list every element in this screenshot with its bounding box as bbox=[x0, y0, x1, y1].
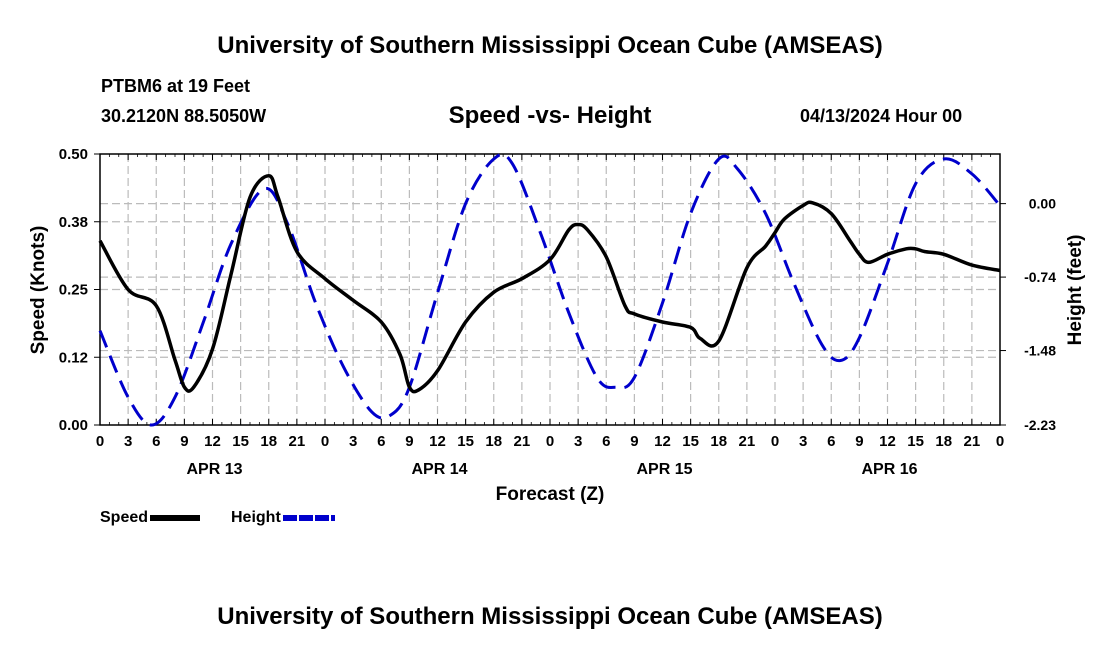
x-tick-label: 0 bbox=[996, 433, 1004, 450]
day-label: APR 13 bbox=[186, 461, 242, 478]
speed-series-line bbox=[98, 173, 1001, 394]
legend-height-label: Height bbox=[231, 509, 281, 526]
station-coordinates: 30.2120N 88.5050W bbox=[101, 106, 267, 126]
height-series-line bbox=[98, 152, 1002, 427]
x-tick-label: 6 bbox=[827, 433, 835, 450]
x-tick-label: 18 bbox=[485, 433, 502, 450]
chart-subtitle: Speed -vs- Height bbox=[448, 102, 652, 129]
x-tick-label: 0 bbox=[771, 433, 779, 450]
x-tick-label: 12 bbox=[204, 433, 221, 450]
x-tick-label: 3 bbox=[799, 433, 807, 450]
legend-speed-swatch bbox=[150, 515, 201, 521]
x-tick-label: 6 bbox=[152, 433, 160, 450]
x-tick-label: 15 bbox=[232, 433, 249, 450]
x-axis-title: Forecast (Z) bbox=[496, 484, 605, 505]
y2-tick-label: -1.48 bbox=[1024, 343, 1056, 359]
legend-height: Height bbox=[231, 509, 335, 527]
x-tick-label: 9 bbox=[855, 433, 863, 450]
x-tick-label: 3 bbox=[574, 433, 582, 450]
bottom-title: University of Southern Mississippi Ocean… bbox=[217, 603, 883, 630]
day-label: APR 14 bbox=[411, 461, 467, 478]
grid-lines bbox=[100, 154, 1000, 425]
forecast-datetime: 04/13/2024 Hour 00 bbox=[800, 106, 963, 126]
y-tick-label: 0.38 bbox=[59, 214, 88, 231]
main-title: University of Southern Mississippi Ocean… bbox=[217, 32, 883, 59]
day-label: APR 16 bbox=[861, 461, 917, 478]
x-tick-label: 6 bbox=[377, 433, 385, 450]
y2-axis-title: Height (feet) bbox=[1065, 235, 1086, 346]
legend-speed-label: Speed bbox=[100, 509, 149, 526]
x-tick-label: 3 bbox=[349, 433, 357, 450]
x-tick-label: 21 bbox=[964, 433, 981, 450]
x-tick-label: 0 bbox=[321, 433, 329, 450]
x-tick-label: 12 bbox=[879, 433, 896, 450]
y-tick-label: 0.12 bbox=[59, 349, 88, 366]
y-tick-label: 0.25 bbox=[59, 282, 88, 299]
x-tick-label: 21 bbox=[514, 433, 531, 450]
y-tick-label: 0.50 bbox=[59, 146, 88, 163]
axis-labels: 0 3 6 9 12 15 18 21 0 3 6 9 12 15 18 21 0 3 6 9 12 15 18 21 0 3 6 9… bbox=[59, 146, 1056, 478]
station-label: PTBM6 at 19 Feet bbox=[101, 76, 251, 96]
x-tick-label: 9 bbox=[630, 433, 638, 450]
legend-speed: Speed bbox=[100, 509, 201, 527]
x-tick-label: 18 bbox=[710, 433, 727, 450]
y-tick-label: 0.00 bbox=[59, 417, 88, 434]
x-tick-label: 15 bbox=[457, 433, 474, 450]
x-tick-label: 3 bbox=[124, 433, 132, 450]
speed-height-chart: 0 3 6 9 12 15 18 21 0 3 6 9 12 15 18 21 0 3 6 9 12 15 18 21 0 3 6 9… bbox=[28, 146, 1086, 505]
y2-tick-label: -2.23 bbox=[1024, 417, 1056, 433]
x-tick-label: 15 bbox=[907, 433, 924, 450]
legend-height-swatch bbox=[282, 515, 335, 521]
x-tick-label: 18 bbox=[260, 433, 277, 450]
day-label: APR 15 bbox=[636, 461, 692, 478]
x-tick-label: 12 bbox=[429, 433, 446, 450]
y2-tick-label: -0.74 bbox=[1024, 269, 1056, 285]
x-tick-label: 0 bbox=[96, 433, 104, 450]
x-tick-label: 12 bbox=[654, 433, 671, 450]
x-tick-label: 15 bbox=[682, 433, 699, 450]
x-tick-label: 9 bbox=[180, 433, 188, 450]
y-axis-title: Speed (Knots) bbox=[28, 226, 49, 355]
x-tick-label: 6 bbox=[602, 433, 610, 450]
x-tick-label: 18 bbox=[935, 433, 952, 450]
x-tick-label: 9 bbox=[405, 433, 413, 450]
x-tick-label: 21 bbox=[289, 433, 306, 450]
y2-tick-label: 0.00 bbox=[1029, 196, 1056, 212]
x-tick-label: 0 bbox=[546, 433, 554, 450]
x-tick-label: 21 bbox=[739, 433, 756, 450]
